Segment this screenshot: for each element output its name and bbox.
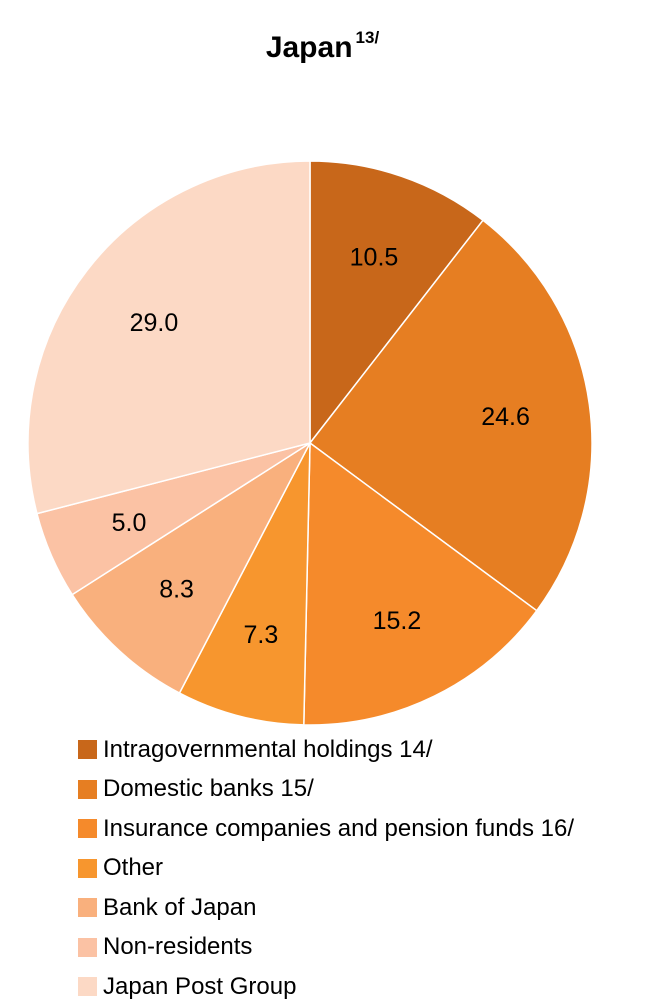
pie-chart: 10.5 24.6 15.2 7.3 8.3 5.0 29.0 <box>27 160 593 726</box>
chart-title-footnote: 13/ <box>355 28 380 47</box>
legend-label-5: Non-residents <box>103 933 253 961</box>
pie-slice-3 <box>178 442 311 726</box>
pie-slice-4 <box>71 440 312 694</box>
pie-slice-label-3: 7.3 <box>243 621 278 649</box>
legend-item-5: Non-residents <box>78 928 574 968</box>
legend-item-0: Intragovernmental holdings 14/ <box>78 730 574 770</box>
pie-slice-label-0: 10.5 <box>350 243 399 271</box>
pie-slice-label-4: 8.3 <box>159 575 194 603</box>
legend-item-2: Insurance companies and pension funds 16… <box>78 809 574 849</box>
legend-swatch-5 <box>78 937 97 957</box>
legend-swatch-2 <box>78 819 97 839</box>
legend-label-0: Intragovernmental holdings 14/ <box>103 735 433 763</box>
chart-title-text: Japan <box>265 31 353 64</box>
legend-label-4: Bank of Japan <box>103 893 257 921</box>
chart-title: Japan 13/ <box>0 28 645 65</box>
legend: Intragovernmental holdings 14/Domestic b… <box>78 730 574 1007</box>
pie-slice-1 <box>308 219 593 612</box>
legend-item-1: Domestic banks 15/ <box>78 770 574 810</box>
legend-swatch-3 <box>78 858 97 878</box>
legend-label-3: Other <box>103 854 164 882</box>
pie-slice-0 <box>309 160 485 446</box>
pie-slice-label-6: 29.0 <box>130 309 179 337</box>
legend-item-6: Japan Post Group <box>78 967 574 1007</box>
legend-swatch-4 <box>78 898 97 918</box>
legend-item-3: Other <box>78 849 574 889</box>
legend-label-2: Insurance companies and pension funds 16… <box>103 814 574 842</box>
pie-slice-2 <box>303 441 538 726</box>
legend-label-6: Japan Post Group <box>103 972 297 1000</box>
legend-swatch-6 <box>78 977 97 997</box>
pie-slice-label-2: 15.2 <box>373 607 422 635</box>
legend-swatch-0 <box>78 740 97 760</box>
legend-swatch-1 <box>78 779 97 799</box>
legend-label-1: Domestic banks 15/ <box>103 775 314 803</box>
pie-slice-6 <box>27 160 311 515</box>
legend-item-4: Bank of Japan <box>78 888 574 928</box>
pie-slice-label-1: 24.6 <box>481 403 530 431</box>
pie-slice-label-5: 5.0 <box>112 509 147 537</box>
